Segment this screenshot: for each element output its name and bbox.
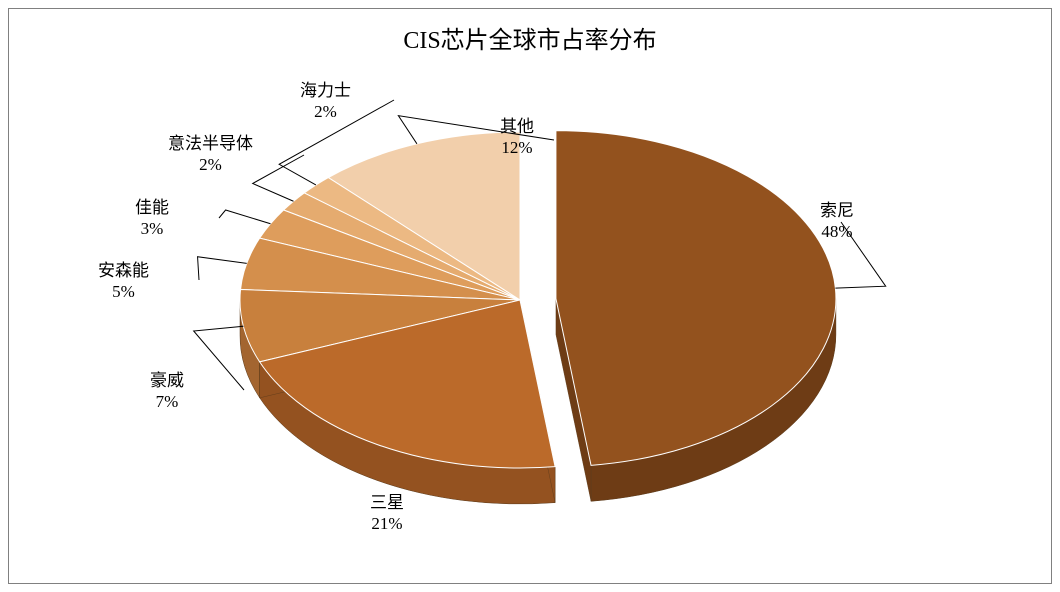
slice-label-sony: 索尼 48%: [820, 200, 854, 243]
slice-name: 其他: [500, 117, 534, 136]
slice-name: 安森能: [98, 261, 149, 280]
slice-label-stmicro: 意法半导体 2%: [168, 133, 253, 176]
slice-name: 佳能: [135, 198, 169, 217]
slice-percent: 3%: [141, 219, 164, 238]
slice-percent: 21%: [371, 514, 402, 533]
slice-label-other: 其他 12%: [500, 116, 534, 159]
pie-chart: [0, 0, 1060, 592]
slice-percent: 12%: [501, 138, 532, 157]
slice-percent: 48%: [821, 222, 852, 241]
slice-label-canon: 佳能 3%: [135, 197, 169, 240]
slice-percent: 2%: [314, 102, 337, 121]
watermark: 知乎 @每日财报: [859, 539, 1034, 574]
slice-name: 三星: [370, 493, 404, 512]
slice-name: 豪威: [150, 371, 184, 390]
slice-percent: 7%: [156, 392, 179, 411]
slice-name: 索尼: [820, 201, 854, 220]
slice-percent: 2%: [199, 155, 222, 174]
slice-name: 意法半导体: [168, 134, 253, 153]
slice-label-omnivision: 豪威 7%: [150, 370, 184, 413]
slice-label-onsemi: 安森能 5%: [98, 260, 149, 303]
slice-label-hynix: 海力士 2%: [300, 80, 351, 123]
slice-label-samsung: 三星 21%: [370, 492, 404, 535]
slice-name: 海力士: [300, 81, 351, 100]
slice-percent: 5%: [112, 282, 135, 301]
